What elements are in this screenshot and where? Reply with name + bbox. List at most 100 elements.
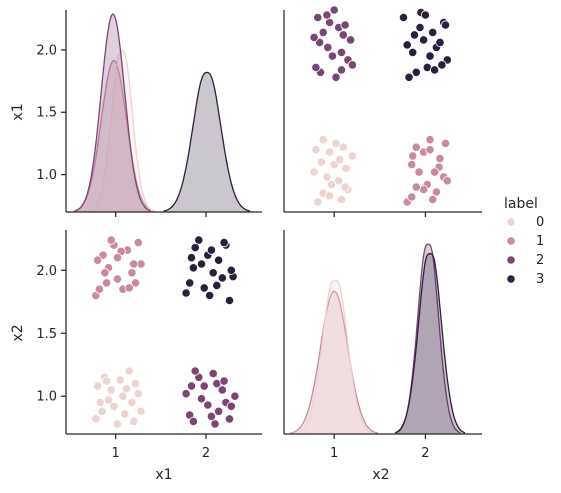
scatter-point-label-0	[103, 395, 114, 405]
scatter-panel-x2-vs-x1	[309, 5, 452, 207]
scatter-point-label-1	[425, 135, 435, 145]
x-tick-label: 1	[112, 446, 120, 461]
kde-fill-x2-label-0	[297, 280, 374, 434]
scatter-point-label-0	[311, 145, 321, 155]
y-tick-label: 1.5	[36, 327, 57, 342]
scatter-point-label-0	[336, 194, 347, 205]
scatter-point-label-1	[414, 167, 424, 177]
scatter-point-label-0	[309, 167, 319, 177]
scatter-point-label-0	[91, 414, 101, 424]
scatter-point-label-0	[334, 176, 344, 186]
scatter-point-label-3	[185, 278, 195, 288]
scatter-point-label-2	[347, 60, 357, 70]
kde-line-x2-label-3	[394, 253, 466, 434]
scatter-point-label-2	[329, 5, 339, 15]
y-tick-label: 1.5	[36, 106, 57, 121]
scatter-point-label-3	[404, 72, 414, 82]
y-tick-label: 1.0	[36, 168, 57, 183]
scatter-point-label-3	[429, 65, 440, 75]
scatter-point-label-2	[196, 394, 207, 404]
scatter-point-label-1	[102, 278, 112, 288]
scatter-point-label-0	[109, 401, 119, 411]
scatter-point-label-1	[425, 145, 435, 155]
scatter-point-label-2	[214, 406, 224, 416]
scatter-point-label-1	[429, 167, 440, 177]
scatter-point-label-1	[440, 138, 451, 148]
scatter-point-label-3	[219, 238, 229, 248]
scatter-point-label-1	[411, 182, 421, 192]
y-tick-label: 2.0	[36, 43, 57, 58]
scatter-point-label-2	[327, 51, 337, 61]
legend-label-3: 3	[536, 272, 544, 287]
scatter-point-label-0	[97, 406, 107, 416]
scatter-point-label-0	[347, 151, 357, 161]
scatter-point-label-2	[323, 42, 333, 53]
scatter-point-label-1	[106, 235, 116, 245]
legend-marker-3	[506, 274, 516, 284]
scatter-point-label-0	[338, 142, 348, 152]
kde-panel-x2	[290, 243, 466, 434]
scatter-point-label-2	[190, 366, 200, 376]
scatter-point-label-2	[336, 65, 347, 75]
scatter-point-label-0	[106, 385, 116, 395]
legend-title: label	[504, 196, 538, 212]
kde-panel-x1	[73, 13, 251, 213]
scatter-panel-x1-vs-x2	[91, 235, 240, 429]
scatter-point-label-3	[435, 37, 445, 48]
kde-fill-x1-label-0	[90, 50, 154, 212]
scatter-point-label-0	[121, 384, 132, 394]
scatter-point-label-3	[409, 30, 420, 40]
scatter-point-label-2	[217, 385, 227, 395]
scatter-point-label-1	[442, 176, 452, 186]
scatter-point-label-2	[208, 368, 218, 379]
scatter-point-label-0	[127, 397, 137, 408]
scatter-point-label-2	[188, 416, 198, 426]
scatter-point-label-3	[440, 20, 451, 30]
kde-fill-x2-label-3	[395, 253, 465, 434]
scatter-point-label-3	[408, 47, 418, 58]
scatter-point-label-3	[418, 35, 429, 45]
scatter-point-label-3	[196, 259, 207, 269]
scatter-point-label-0	[316, 157, 326, 167]
scatter-point-label-2	[181, 389, 191, 399]
scatter-point-label-2	[224, 414, 235, 424]
scatter-point-label-0	[115, 375, 125, 385]
scatter-point-label-1	[435, 153, 445, 163]
scatter-point-label-1	[112, 253, 123, 263]
scatter-point-label-3	[428, 27, 438, 38]
scatter-point-label-2	[230, 391, 240, 401]
scatter-point-label-2	[336, 47, 347, 58]
scatter-point-label-3	[224, 295, 235, 306]
scatter-point-label-1	[130, 278, 141, 288]
y-tick-label: 1.0	[36, 390, 57, 405]
scatter-point-label-1	[124, 283, 134, 293]
scatter-point-label-2	[313, 12, 323, 23]
legend-marker-0	[506, 217, 516, 227]
scatter-point-label-0	[124, 366, 134, 376]
legend-label-0: 0	[536, 215, 544, 230]
scatter-point-label-3	[205, 290, 215, 301]
scatter-point-label-0	[313, 197, 323, 207]
x-tick-label: 1	[330, 446, 338, 461]
scatter-point-label-0	[324, 191, 335, 201]
scatter-point-label-0	[95, 397, 105, 408]
x-axis-label-left: x1	[155, 467, 172, 483]
scatter-point-label-2	[203, 400, 213, 410]
scatter-point-label-1	[408, 151, 418, 161]
scatter-point-label-0	[130, 378, 141, 389]
scatter-point-label-0	[136, 406, 146, 416]
scatter-point-label-3	[398, 12, 409, 23]
scatter-point-label-3	[425, 51, 435, 61]
scatter-point-label-1	[93, 255, 103, 265]
scatter-point-label-2	[206, 411, 216, 421]
scatter-point-label-2	[226, 401, 236, 411]
scatter-point-label-1	[411, 142, 421, 152]
scatter-point-label-1	[129, 259, 139, 269]
scatter-point-label-1	[112, 274, 123, 284]
scatter-point-label-0	[118, 391, 128, 401]
kde-line-x2-label-1	[290, 290, 379, 434]
kde-fill-x1-label-3	[163, 72, 251, 213]
scatter-point-label-3	[437, 60, 447, 70]
scatter-point-label-0	[133, 389, 143, 399]
scatter-point-label-0	[322, 172, 332, 182]
